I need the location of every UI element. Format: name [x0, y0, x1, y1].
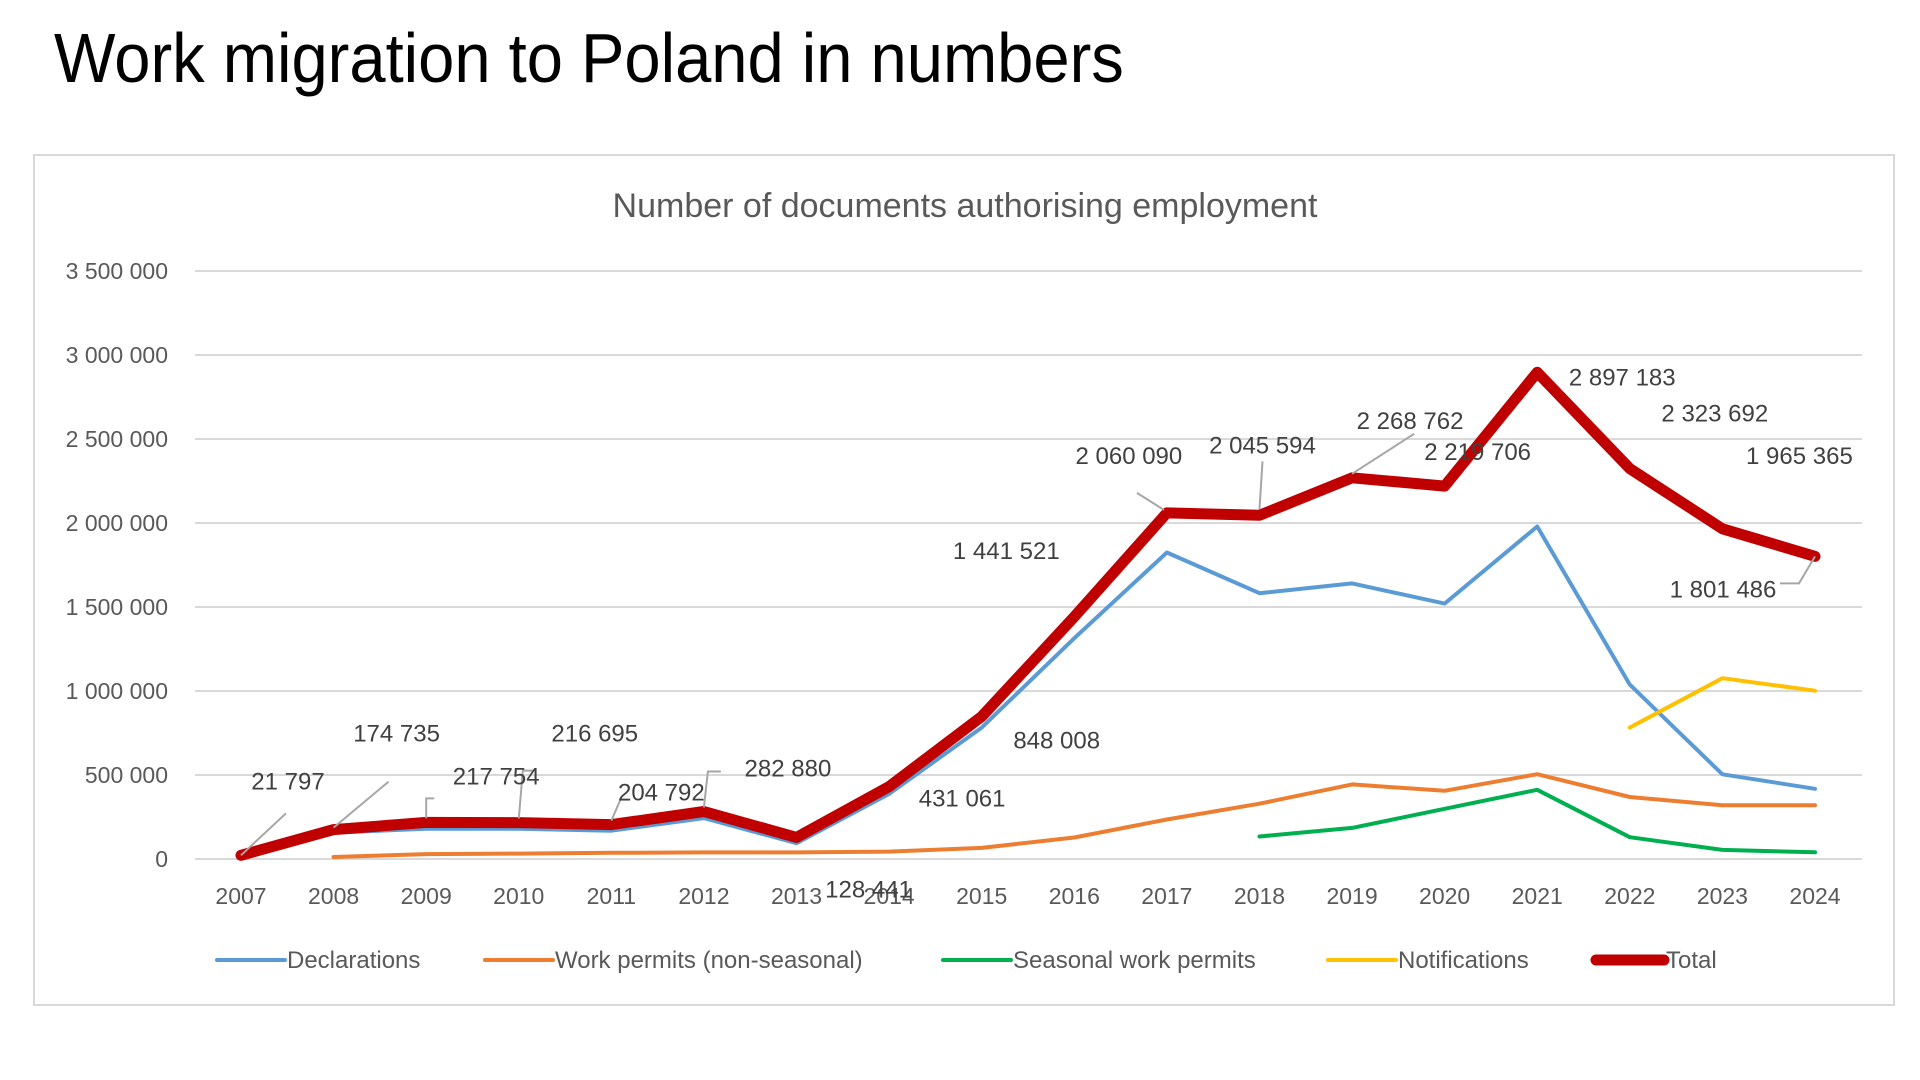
leader-line [1351, 432, 1415, 475]
data-label: 1 965 365 [1746, 443, 1853, 470]
data-label: 128 441 [825, 876, 912, 903]
x-tick-label: 2007 [215, 883, 266, 909]
leader-line [332, 780, 390, 829]
x-tick-label: 2019 [1326, 883, 1377, 909]
x-tick-label: 2016 [1049, 883, 1100, 909]
x-tick-label: 2024 [1789, 883, 1840, 909]
x-tick-label: 2010 [493, 883, 544, 909]
y-axis-ticks: 0 500 000 1 000 000 1 500 000 2 000 000 2 500… [66, 258, 168, 872]
legend-item[interactable]: Work permits (non-seasonal) [483, 947, 863, 974]
data-label: 204 792 [618, 780, 705, 807]
y-tick-label: 0 [155, 846, 168, 872]
data-label: 2 219 706 [1424, 439, 1531, 466]
leader-line [1136, 492, 1165, 511]
data-labels: 21 797 174 735 217 754 216 695 204 792 282 88… [251, 364, 1853, 903]
x-tick-label: 2018 [1234, 883, 1285, 909]
x-tick-label: 2021 [1512, 883, 1563, 909]
legend-label: Work permits (non-seasonal) [555, 947, 863, 974]
legend-item[interactable]: Notifications [1326, 947, 1529, 974]
data-label: 1 441 521 [953, 538, 1060, 565]
x-tick-label: 2009 [401, 883, 452, 909]
chart-frame [33, 154, 1895, 1006]
x-tick-label: 2008 [308, 883, 359, 909]
y-tick-label: 1 500 000 [66, 594, 168, 620]
data-label: 2 897 183 [1569, 364, 1676, 391]
data-label: 282 880 [745, 755, 832, 782]
leader-line [1258, 461, 1264, 510]
x-axis-ticks: 2007 2008 2009 2010 2011 2012 2013 2014 2015 2016… [215, 883, 1840, 909]
x-tick-label: 2015 [956, 883, 1007, 909]
y-tick-label: 2 500 000 [66, 426, 168, 452]
x-tick-label: 2013 [771, 883, 822, 909]
legend: Declarations Work permits (non-seasonal) S… [215, 947, 1717, 974]
data-label: 1 801 486 [1670, 576, 1777, 603]
legend-label: Total [1666, 947, 1717, 974]
data-label: 431 061 [919, 786, 1006, 813]
data-label: 848 008 [1013, 728, 1100, 755]
leader-line [240, 812, 287, 857]
series-line-declarations [239, 524, 1817, 858]
series-line-total [235, 366, 1821, 861]
y-tick-label: 500 000 [85, 762, 168, 788]
legend-label: Seasonal work permits [1013, 947, 1256, 974]
x-tick-label: 2017 [1141, 883, 1192, 909]
data-label: 21 797 [251, 768, 324, 795]
gridlines [195, 270, 1862, 860]
leader-line [517, 769, 533, 819]
legend-label: Declarations [287, 947, 420, 974]
series-line-notifications [1627, 676, 1817, 730]
legend-item[interactable]: Seasonal work permits [941, 947, 1256, 974]
slide-title: Work migration to Poland in numbers [54, 19, 1124, 97]
data-label: 217 754 [453, 763, 540, 790]
legend-item[interactable]: Total [1590, 947, 1717, 974]
leader-line [425, 797, 435, 819]
legend-item[interactable]: Declarations [215, 947, 420, 974]
x-tick-label: 2011 [587, 883, 636, 909]
x-tick-label: 2022 [1604, 883, 1655, 909]
legend-label: Notifications [1398, 947, 1529, 974]
series-lines [235, 366, 1821, 861]
x-tick-label: 2023 [1697, 883, 1748, 909]
leader-line [1780, 555, 1816, 585]
y-tick-label: 3 500 000 [66, 258, 168, 284]
chart-title: Number of documents authorising employme… [613, 187, 1318, 225]
y-tick-label: 2 000 000 [66, 510, 168, 536]
x-tick-label: 2012 [678, 883, 729, 909]
data-label: 2 323 692 [1661, 401, 1768, 428]
series-line-work-permits-non-seasonal [331, 772, 1817, 859]
y-tick-label: 1 000 000 [66, 678, 168, 704]
data-label: 2 060 090 [1075, 443, 1182, 470]
y-tick-label: 3 000 000 [66, 342, 168, 368]
leader-line [610, 798, 629, 821]
data-label: 174 735 [353, 721, 440, 748]
data-label: 2 045 594 [1209, 432, 1316, 459]
series-line-seasonal-work-permits [1257, 787, 1817, 855]
x-tick-label: 2014 [864, 883, 915, 909]
data-label-leaders [240, 432, 1816, 857]
data-label: 216 695 [551, 721, 638, 748]
data-label: 2 268 762 [1357, 408, 1464, 435]
leader-line [702, 770, 721, 808]
x-tick-label: 2020 [1419, 883, 1470, 909]
